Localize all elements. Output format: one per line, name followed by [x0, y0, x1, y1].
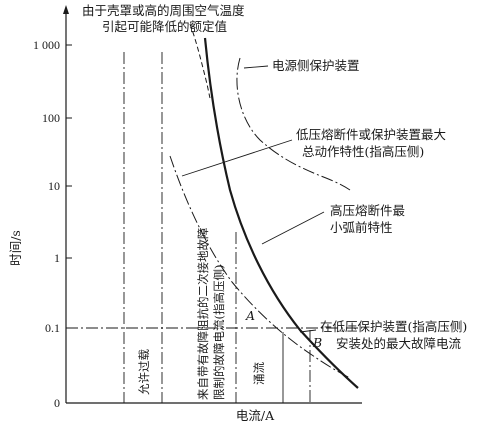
inrush-label: 涌流: [252, 362, 266, 385]
y-axis-label: 时间/s: [8, 230, 23, 266]
y-axis-arrow: [63, 5, 69, 14]
derated-note-line2: 引起可能降低的额定值: [102, 19, 227, 34]
y-tick-label-10: 10: [48, 179, 60, 193]
axes: [63, 5, 362, 404]
hv-fuse-label-line1: 高压熔断件最: [330, 203, 406, 218]
source-side-label: 电源侧保护装置: [272, 58, 360, 73]
lv-fuse-max-curve: [203, 37, 359, 389]
y-tick-label-100: 100: [42, 111, 60, 125]
leader-source-side: [243, 65, 269, 69]
y-tick-label-0: 0: [54, 396, 60, 410]
point-b-label: B: [312, 335, 322, 350]
y-tick-labels: 1 000 100 10 1 0.1 0: [33, 38, 60, 410]
leader-lv-fuse: [181, 139, 293, 177]
leader-hv-fuse: [261, 211, 325, 245]
hv-fuse-label-line2: 小弧前特性: [330, 220, 393, 235]
secondary-fault-label-line1: 来自带有故障阻抗的二次接地故障: [196, 228, 210, 401]
x-axis-label: 电流/A: [236, 408, 275, 423]
overload-label: 允许过载: [137, 349, 151, 395]
source-side-protection-curve: [236, 57, 351, 191]
vertical-boundaries: [123, 52, 311, 403]
fault-current-label-line2: 安装处的最大故障电流: [336, 336, 462, 351]
y-tick-label-1: 1: [54, 251, 60, 265]
lv-fuse-label-line2: 总动作特性(指高压侧): [302, 144, 424, 159]
derated-curve-segment: [189, 23, 211, 99]
y-tick-label-1000: 1 000: [33, 38, 60, 52]
derated-note-line1: 由于壳罩或高的周围空气温度: [82, 3, 245, 18]
leader-lines: [181, 65, 325, 333]
hv-fuse-prearc-curve: [169, 155, 351, 379]
secondary-fault-label-line2: 限制的故障电流(指高压侧): [212, 265, 226, 400]
lv-fuse-label-line1: 低压熔断件或保护装置最大: [296, 127, 446, 142]
y-tick-label-01: 0.1: [45, 321, 60, 335]
leader-fault-current: [299, 329, 317, 333]
point-a-label: A: [245, 308, 255, 323]
fault-current-label-line1: 在低压保护装置(指高压侧): [320, 319, 467, 334]
